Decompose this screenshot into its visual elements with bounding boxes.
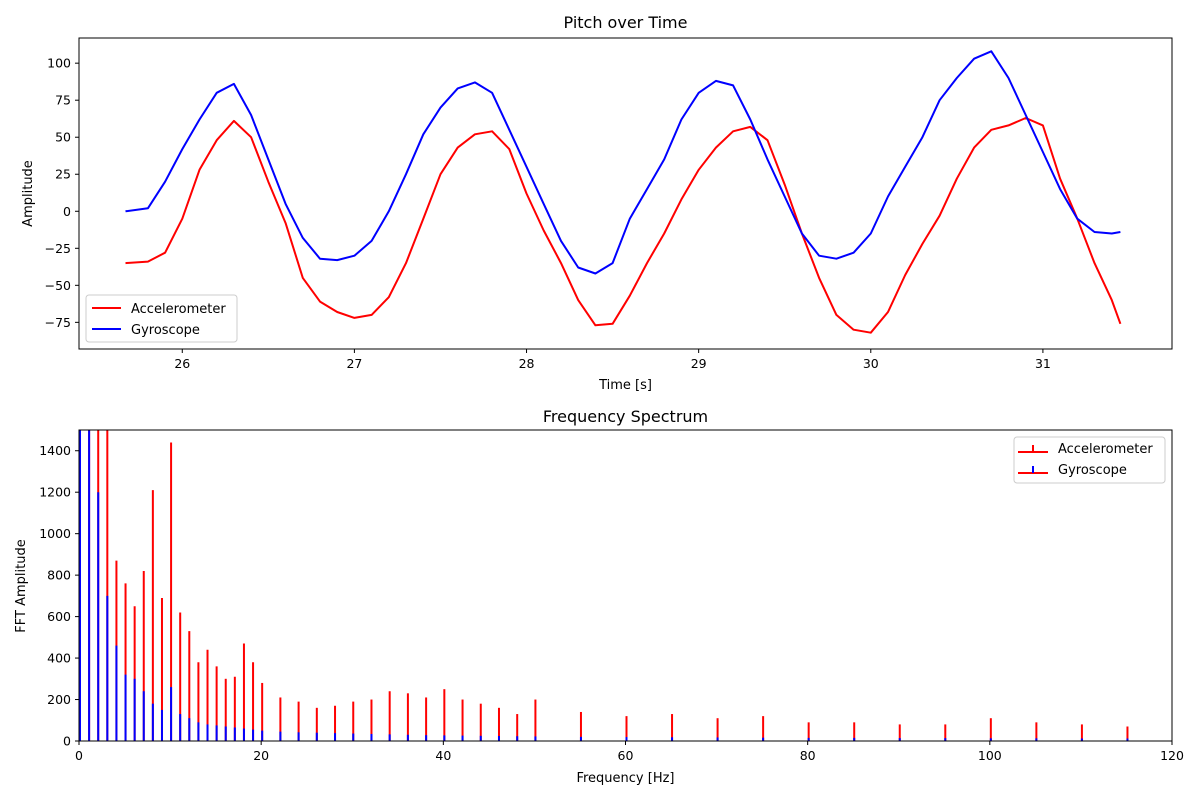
pitch-y-tick-label: −25 xyxy=(45,241,71,256)
pitch-x-tick-label: 27 xyxy=(346,356,362,371)
pitch-y-tick-label: 75 xyxy=(55,93,71,108)
pitch-y-tick-label: −50 xyxy=(45,278,71,293)
pitch-x-axis-ticks: 26 27 28 29 30 31 xyxy=(174,349,1051,371)
spectrum-y-axis-ticks: 0 200 400 600 800 1000 1200 1400 xyxy=(39,443,79,749)
pitch-x-tick-label: 30 xyxy=(863,356,879,371)
spectrum-y-tick-label: 1200 xyxy=(39,485,71,500)
pitch-y-axis-ticks: 100 75 50 25 0 −25 −50 −75 xyxy=(45,56,79,330)
pitch-plot-frame xyxy=(78,37,1173,350)
pitch-y-tick-label: 50 xyxy=(55,130,71,145)
spectrum-x-axis-ticks: 0 20 40 60 80 100 120 xyxy=(75,741,1184,763)
pitch-legend-box xyxy=(85,294,238,343)
spectrum-legend-label-gyroscope: Gyroscope xyxy=(1058,463,1127,478)
spectrum-x-tick-label: 0 xyxy=(75,748,83,763)
pitch-x-tick-label: 26 xyxy=(174,356,190,371)
pitch-x-tick-label: 28 xyxy=(519,356,535,371)
pitch-y-tick-label: 0 xyxy=(63,204,71,219)
spectrum-y-tick-label: 400 xyxy=(47,651,71,666)
spectrum-x-tick-label: 80 xyxy=(800,748,816,763)
spectrum-y-tick-label: 800 xyxy=(47,568,71,583)
spectrum-bars-layer xyxy=(79,430,1129,741)
spectrum-x-tick-label: 100 xyxy=(978,748,1002,763)
pitch-y-tick-label: −75 xyxy=(45,315,71,330)
pitch-x-tick-label: 29 xyxy=(691,356,707,371)
spectrum-y-tick-label: 0 xyxy=(63,734,71,749)
spectrum-y-tick-label: 1000 xyxy=(39,526,71,541)
pitch-legend: Accelerometer Gyroscope xyxy=(85,294,238,343)
spectrum-x-tick-label: 120 xyxy=(1160,748,1184,763)
pitch-x-axis-label: Time [s] xyxy=(598,378,652,393)
spectrum-y-tick-label: 600 xyxy=(47,609,71,624)
spectrum-legend-label-accelerometer: Accelerometer xyxy=(1058,442,1153,457)
spectrum-y-tick-label: 1400 xyxy=(39,443,71,458)
pitch-subplot: Pitch over Time 26 27 28 29 30 31 100 75 50 25 0 −… xyxy=(21,13,1173,393)
pitch-legend-label-accelerometer: Accelerometer xyxy=(131,302,226,317)
pitch-x-tick-label: 31 xyxy=(1035,356,1051,371)
spectrum-x-axis-label: Frequency [Hz] xyxy=(576,771,674,786)
spectrum-subplot: Frequency Spectrum 0 20 40 60 80 100 120 0 200 4… xyxy=(14,407,1184,786)
pitch-series-accelerometer-line xyxy=(125,117,1122,334)
spectrum-legend-box xyxy=(1013,436,1166,484)
spectrum-x-tick-label: 60 xyxy=(618,748,634,763)
pitch-chart-title: Pitch over Time xyxy=(564,13,688,32)
pitch-series-layer xyxy=(125,50,1122,334)
pitch-y-axis-label: Amplitude xyxy=(21,160,36,227)
pitch-y-tick-label: 100 xyxy=(47,56,71,71)
spectrum-x-tick-label: 40 xyxy=(435,748,451,763)
spectrum-chart-title: Frequency Spectrum xyxy=(543,407,708,426)
spectrum-x-tick-label: 20 xyxy=(253,748,269,763)
pitch-y-tick-label: 25 xyxy=(55,167,71,182)
spectrum-y-tick-label: 200 xyxy=(47,692,71,707)
spectrum-legend: Accelerometer Gyroscope xyxy=(1013,436,1166,484)
spectrum-y-axis-label: FFT Amplitude xyxy=(14,539,29,632)
pitch-legend-label-gyroscope: Gyroscope xyxy=(131,323,200,338)
pitch-series-gyroscope-line xyxy=(125,50,1121,275)
